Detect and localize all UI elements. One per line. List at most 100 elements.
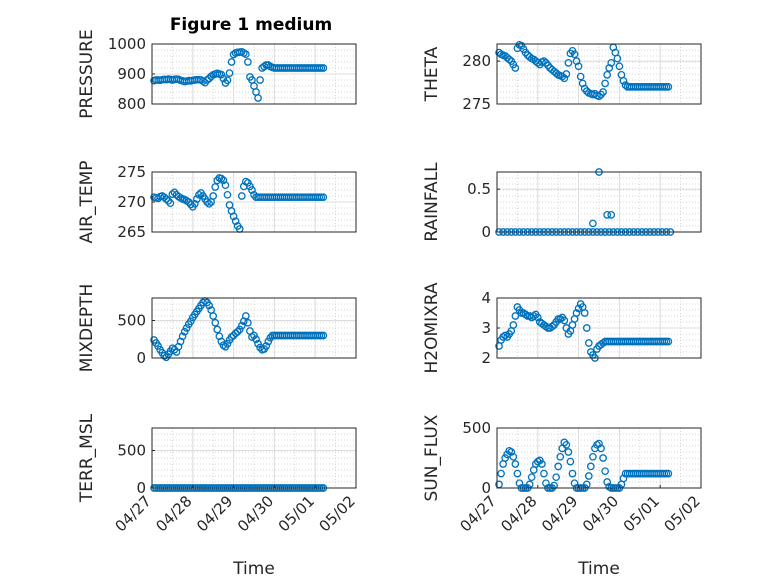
data-point	[203, 198, 211, 206]
subplot-0: 800 900 1000 PRESSURE	[77, 29, 357, 119]
data-point	[589, 219, 597, 228]
data-point	[233, 327, 242, 336]
data-point	[603, 71, 612, 79]
data-point	[221, 181, 230, 190]
y-tick-label: 900	[117, 65, 146, 83]
figure-title: Figure 1 medium	[170, 15, 332, 35]
data-point	[195, 190, 203, 199]
y-axis-label: SUN_FLUX	[422, 414, 442, 501]
data-point	[607, 211, 616, 219]
y-axis-label: AIR_TEMP	[77, 161, 97, 244]
data-point	[229, 331, 238, 340]
axes-box	[496, 171, 702, 233]
data-point	[595, 92, 603, 101]
y-tick-label: 3	[481, 319, 491, 337]
data-point	[513, 469, 522, 478]
y-tick-label: 275	[462, 95, 491, 113]
data-point	[619, 474, 628, 483]
y-tick-label: 280	[462, 52, 491, 70]
data-point	[209, 312, 218, 320]
data-point	[597, 444, 605, 453]
data-point	[586, 462, 595, 471]
x-tick-label: 04/29	[538, 492, 581, 535]
data-point	[223, 190, 232, 199]
x-tick-label: 04/29	[193, 492, 236, 535]
data-point	[199, 77, 207, 86]
subplot-2: 265 270 275 AIR_TEMP	[77, 161, 357, 244]
data-point	[237, 321, 246, 330]
data-point	[256, 76, 264, 84]
data-point	[509, 452, 518, 461]
data-point	[595, 439, 603, 448]
data-point	[262, 342, 271, 350]
data-point	[160, 351, 169, 360]
data-point	[227, 58, 236, 66]
data-point	[154, 342, 162, 350]
data-point	[564, 59, 573, 67]
subplot-5: 2 3 4 H2OMIXRA	[422, 282, 702, 374]
data-point	[574, 304, 583, 313]
data-point	[319, 193, 328, 202]
data-point	[562, 440, 571, 449]
x-tick-label: 05/02	[316, 492, 359, 535]
data-point	[566, 457, 575, 466]
data-point	[231, 217, 240, 226]
y-axis-label: MIXDEPTH	[77, 284, 97, 373]
data-point	[241, 50, 250, 59]
data-point	[564, 448, 573, 456]
y-tick-label: 500	[117, 312, 146, 330]
data-point	[213, 325, 222, 334]
data-point	[229, 212, 238, 221]
data-point	[225, 69, 234, 77]
data-point	[601, 79, 609, 88]
data-point	[499, 333, 507, 341]
data-point	[511, 460, 520, 468]
data-point	[589, 452, 597, 461]
y-tick-label: 0	[481, 479, 491, 497]
data-point	[664, 469, 673, 478]
y-tick-label: 265	[117, 223, 146, 241]
subplot-1: 275 280 THETA	[422, 41, 702, 113]
data-point	[533, 313, 542, 322]
x-tick-label: 04/30	[234, 492, 277, 535]
axes-box	[151, 297, 357, 359]
x-tick-label: 04/27	[112, 492, 155, 535]
data-point	[209, 192, 218, 200]
subplot-7: 0 500 SUN_FLUX 04/2704/2804/2904/3005/0105/…	[422, 414, 704, 579]
data-point	[244, 58, 252, 66]
data-point	[556, 452, 565, 461]
data-point	[497, 469, 505, 478]
y-tick-label: 500	[462, 419, 491, 437]
data-point	[607, 59, 616, 67]
data-point	[542, 479, 550, 488]
data-point	[264, 61, 273, 69]
data-point	[507, 448, 516, 456]
y-tick-label: 270	[117, 193, 146, 211]
data-point	[264, 337, 273, 346]
data-point	[248, 333, 256, 341]
data-point	[178, 332, 187, 341]
data-point	[511, 312, 520, 320]
data-point	[552, 473, 561, 482]
data-point	[219, 341, 228, 350]
x-tick-label: 04/28	[152, 492, 195, 535]
y-tick-label: 0	[136, 349, 146, 367]
data-point	[241, 312, 250, 320]
data-point	[619, 77, 628, 85]
data-point	[570, 479, 579, 488]
data-point	[576, 72, 585, 81]
x-axis-label: Time	[577, 559, 620, 579]
data-point	[556, 315, 565, 323]
data-point	[548, 322, 556, 331]
y-tick-label: 1000	[108, 35, 146, 53]
x-tick-label: 04/27	[457, 492, 500, 535]
data-point	[599, 88, 607, 96]
data-point	[190, 199, 199, 208]
data-point	[664, 337, 673, 346]
data-point	[603, 211, 612, 219]
data-point	[319, 64, 328, 72]
data-point	[217, 174, 226, 183]
data-point	[207, 72, 216, 81]
subplot-4: 0 500 MIXDEPTH	[77, 284, 357, 373]
data-point	[613, 54, 622, 63]
